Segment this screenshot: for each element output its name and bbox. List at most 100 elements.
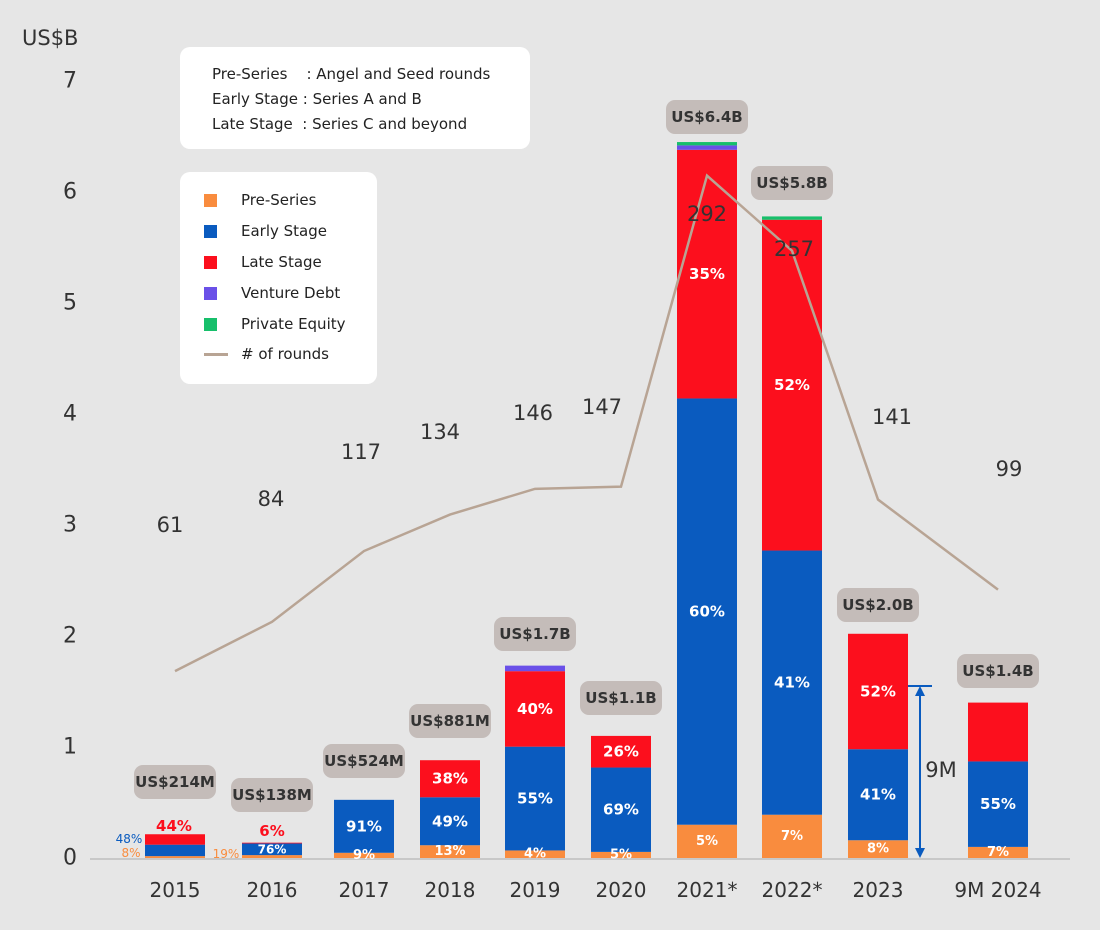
bar-early-stage-2021 <box>677 398 737 825</box>
total-pill-2022 <box>751 166 833 200</box>
bar-early-stage-2016 <box>242 843 302 856</box>
bar-pre-series-2015 <box>145 856 205 858</box>
total-label-2017: US$524M <box>324 752 404 770</box>
bar-early-stage-2017 <box>334 799 394 853</box>
bar-late-stage-2020 <box>591 735 651 768</box>
rounds-label-9m-2024: 99 <box>996 457 1023 481</box>
bar-early-stage-2022 <box>762 550 822 815</box>
y-tick-label-2: 2 <box>63 624 77 649</box>
legend-item-late-stage: Late Stage <box>204 252 322 272</box>
data-label-late-stage-2022: 52% <box>774 376 810 394</box>
y-tick-label-1: 1 <box>63 735 77 760</box>
legend-swatch-early-stage <box>204 224 217 238</box>
legend-item-private-equity: Private Equity <box>204 314 346 334</box>
y-axis-unit-label: US$B <box>22 26 78 50</box>
bar-pre-series-2016 <box>242 855 302 858</box>
legend-item-early-stage: Early Stage <box>204 221 327 241</box>
rounds-label-2022: 257 <box>774 237 814 261</box>
definition-early-stage: Early Stage : Series A and B <box>212 90 422 108</box>
data-label-early-stage-2021: 60% <box>689 603 725 621</box>
x-tick-label-9m-2024: 9M 2024 <box>954 878 1041 902</box>
total-pill-2019 <box>494 617 576 651</box>
total-pill-2020 <box>580 681 662 715</box>
data-label-pre-series-2019: 4% <box>524 847 546 862</box>
x-tick-label-2016: 2016 <box>247 878 298 902</box>
bar-late-stage-2023 <box>848 633 908 750</box>
annotation-arrow-head-top <box>915 685 925 696</box>
legend-item-pre-series: Pre-Series <box>204 190 316 210</box>
legend-label: Pre-Series <box>241 191 317 209</box>
data-label-early-stage-2023: 41% <box>860 786 896 804</box>
rounds-label-2018: 134 <box>420 420 460 444</box>
rounds-label-2019: 146 <box>513 401 553 425</box>
bar-pre-series-2019 <box>505 850 565 858</box>
total-label-2021: US$6.4B <box>671 108 742 126</box>
legend-label: Early Stage <box>241 222 327 240</box>
bar-pre-series-2022 <box>762 814 822 858</box>
y-tick-label-4: 4 <box>63 402 77 427</box>
bar-pre-series-9m-2024 <box>968 846 1028 858</box>
data-label-late-stage-2019: 40% <box>517 700 553 718</box>
x-tick-label-2015: 2015 <box>150 878 201 902</box>
data-label-early-stage-9m-2024: 55% <box>980 795 1016 813</box>
data-label-pre-series-2015: 8% <box>121 846 140 860</box>
rounds-label-2023: 141 <box>872 405 912 429</box>
stage-definitions-box: Pre-Series : Angel and Seed rounds Early… <box>180 47 530 149</box>
bar-late-stage-2015 <box>145 834 205 845</box>
rounds-label-2017: 117 <box>341 440 381 464</box>
data-label-late-stage-2018: 38% <box>432 770 468 788</box>
bar-late-stage-2016 <box>242 842 302 844</box>
x-tick-label-2022: 2022* <box>762 878 823 902</box>
bar-pre-series-2023 <box>848 840 908 858</box>
data-label-early-stage-2015: 48% <box>116 832 143 846</box>
total-label-2022: US$5.8B <box>756 174 827 192</box>
definition-late-stage: Late Stage : Series C and beyond <box>212 115 468 133</box>
data-label-late-stage-2020: 26% <box>603 743 639 761</box>
data-label-pre-series-2022: 7% <box>781 829 803 844</box>
bar-late-stage-2019 <box>505 671 565 747</box>
annotation-arrow-head-bottom <box>915 848 925 858</box>
y-tick-label-3: 3 <box>63 513 77 538</box>
total-label-9m-2024: US$1.4B <box>962 662 1033 680</box>
rounds-label-2021: 292 <box>687 202 727 226</box>
legend-item-rounds: # of rounds <box>204 344 329 364</box>
bar-venture-debt-2021 <box>677 145 737 150</box>
legend-item-venture-debt: Venture Debt <box>204 283 340 303</box>
data-label-pre-series-2016: 19% <box>213 847 240 861</box>
definition-pre-series: Pre-Series : Angel and Seed rounds <box>212 65 491 83</box>
bar-early-stage-2018 <box>420 797 480 846</box>
bar-pre-series-2021 <box>677 824 737 858</box>
total-label-2019: US$1.7B <box>499 625 570 643</box>
legend-label: # of rounds <box>241 345 329 363</box>
bar-early-stage-9m-2024 <box>968 761 1028 847</box>
data-label-pre-series-2023: 8% <box>867 842 889 857</box>
bar-pre-series-2018 <box>420 845 480 858</box>
data-label-early-stage-2022: 41% <box>774 674 810 692</box>
y-tick-label-6: 6 <box>63 180 77 205</box>
bar-early-stage-2015 <box>145 844 205 857</box>
bar-late-stage-2021 <box>677 149 737 399</box>
legend-swatch-venture-debt <box>204 286 217 300</box>
total-pill-2017 <box>323 744 405 778</box>
data-label-late-stage-2023: 52% <box>860 683 896 701</box>
legend-label: Venture Debt <box>241 284 341 302</box>
total-label-2020: US$1.1B <box>585 689 656 707</box>
total-label-2018: US$881M <box>410 712 490 730</box>
data-label-late-stage-2021: 35% <box>689 265 725 283</box>
x-tick-label-2019: 2019 <box>510 878 561 902</box>
total-label-2015: US$214M <box>135 773 215 791</box>
x-tick-label-2023: 2023 <box>853 878 904 902</box>
data-label-pre-series-2018: 13% <box>434 844 465 859</box>
rounds-label-2016: 84 <box>258 487 285 511</box>
legend-swatch-late-stage <box>204 255 217 269</box>
bar-early-stage-2020 <box>591 767 651 852</box>
total-pill-2023 <box>837 588 919 622</box>
bar-venture-debt-2019 <box>505 665 565 672</box>
total-pill-2021 <box>666 100 748 134</box>
rounds-label-2020: 147 <box>582 395 622 419</box>
total-pill-2018 <box>409 704 491 738</box>
data-label-pre-series-2021: 5% <box>696 834 718 849</box>
bar-pre-series-2017 <box>334 852 394 858</box>
x-tick-label-2021: 2021* <box>677 878 738 902</box>
